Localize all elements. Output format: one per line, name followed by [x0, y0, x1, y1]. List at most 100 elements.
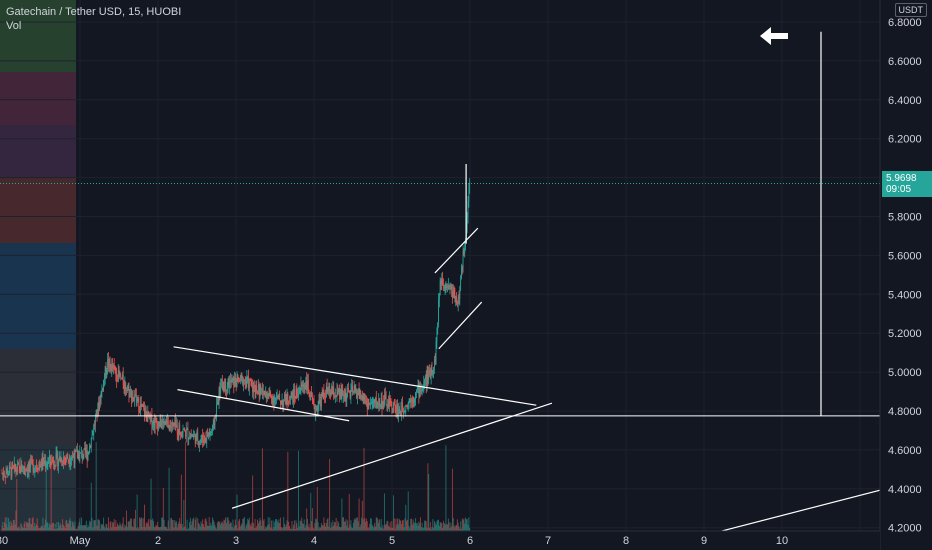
volume-bar	[27, 523, 29, 531]
candle-body	[315, 410, 317, 414]
candle-body	[381, 397, 383, 409]
candle-body	[100, 391, 102, 403]
volume-bar	[196, 528, 198, 531]
candle-body	[371, 402, 373, 404]
volume-bar	[81, 525, 83, 531]
candle-body	[424, 379, 426, 383]
candle-body	[255, 385, 257, 392]
candle-body	[430, 368, 432, 378]
volume-bar	[420, 517, 422, 531]
volume-bar	[198, 524, 200, 531]
volume-bar	[334, 522, 336, 531]
candle-body	[239, 379, 240, 382]
volume-bar	[35, 524, 37, 531]
volume-bar	[122, 517, 124, 531]
volume-bar	[30, 524, 32, 531]
volume-bar	[49, 524, 51, 531]
candle-body	[90, 438, 92, 448]
volume-bar	[26, 522, 28, 531]
volume-bar	[137, 527, 139, 531]
volume-bar	[164, 526, 166, 531]
candle-body	[456, 296, 457, 304]
candle-body	[425, 376, 426, 380]
volume-bar	[291, 520, 293, 531]
candle-body	[264, 393, 266, 397]
candle-body	[254, 389, 256, 392]
candle-body	[283, 399, 285, 407]
candle-body	[213, 419, 215, 425]
candle-body	[186, 428, 188, 430]
volume-bar	[23, 523, 25, 531]
volume-bar	[223, 519, 225, 531]
last-price: 5.9698	[886, 173, 917, 185]
volume-bar	[462, 519, 464, 531]
volume-bar	[62, 524, 64, 531]
volume-bar	[89, 520, 91, 531]
volume-bar	[86, 527, 88, 531]
candle-body	[282, 400, 284, 407]
volume-bar	[154, 526, 156, 531]
candle-body	[168, 425, 170, 428]
volume-bar	[192, 518, 194, 531]
candle-body	[423, 382, 425, 387]
volume-bar	[392, 527, 394, 531]
candle-body	[119, 374, 121, 376]
candle-body	[395, 410, 397, 412]
volume-bar	[77, 525, 79, 531]
candle-body	[206, 431, 208, 441]
candle-body	[337, 389, 339, 393]
volume-bar	[239, 519, 241, 531]
candle-body	[226, 389, 227, 391]
volume-bar	[297, 528, 299, 531]
candle-body	[226, 385, 228, 391]
volume-bar	[234, 525, 236, 531]
currency-badge[interactable]: USDT	[894, 3, 927, 17]
candle-body	[347, 388, 349, 394]
candle-body	[180, 432, 181, 434]
drawing-tools[interactable]	[0, 31, 932, 533]
volume-bar	[251, 522, 253, 531]
volume-bar	[10, 520, 12, 531]
volume-bar	[231, 527, 233, 531]
candle-body	[161, 423, 163, 428]
volume-bar	[112, 522, 114, 531]
candle-body	[36, 467, 38, 469]
volume-bar	[130, 518, 132, 531]
candle-body	[462, 250, 464, 270]
candle-body	[244, 379, 245, 382]
candle-body	[135, 394, 136, 396]
volume-bar	[447, 518, 449, 531]
volume-bar	[309, 528, 311, 531]
volume-bar	[313, 528, 315, 531]
candle-body	[84, 447, 86, 449]
volume-bar	[393, 518, 395, 531]
candle-body	[316, 406, 318, 412]
time-axis[interactable]: 30 May 2 3 4 5 6 7 8 9 10	[0, 530, 880, 550]
candle-body	[9, 466, 11, 468]
volume-bar	[277, 522, 279, 531]
volume-bar	[138, 528, 140, 531]
volume-bar	[58, 521, 60, 531]
price-axis[interactable]: 6.80006.60006.40006.20006.00005.80005.60…	[879, 0, 932, 550]
volume-bar	[345, 519, 347, 531]
candle-body	[4, 476, 6, 478]
volume-bar	[42, 517, 44, 531]
volume-bar	[394, 528, 396, 531]
volume-bar	[121, 526, 123, 531]
candle-body	[366, 401, 367, 403]
candle-body	[159, 416, 161, 426]
volume-bar	[357, 521, 359, 531]
volume-bar	[131, 526, 133, 531]
volume-bar	[292, 528, 294, 531]
volume-bar	[352, 528, 354, 531]
candle-body	[21, 464, 23, 472]
volume-bar	[2, 521, 4, 531]
candle-body	[108, 359, 110, 367]
volume-bar	[80, 525, 82, 531]
time-tick-label: 5	[389, 535, 395, 547]
candle-body	[48, 460, 50, 464]
candle-body	[327, 389, 329, 392]
candle-body	[246, 376, 248, 383]
candle-body	[332, 387, 334, 395]
